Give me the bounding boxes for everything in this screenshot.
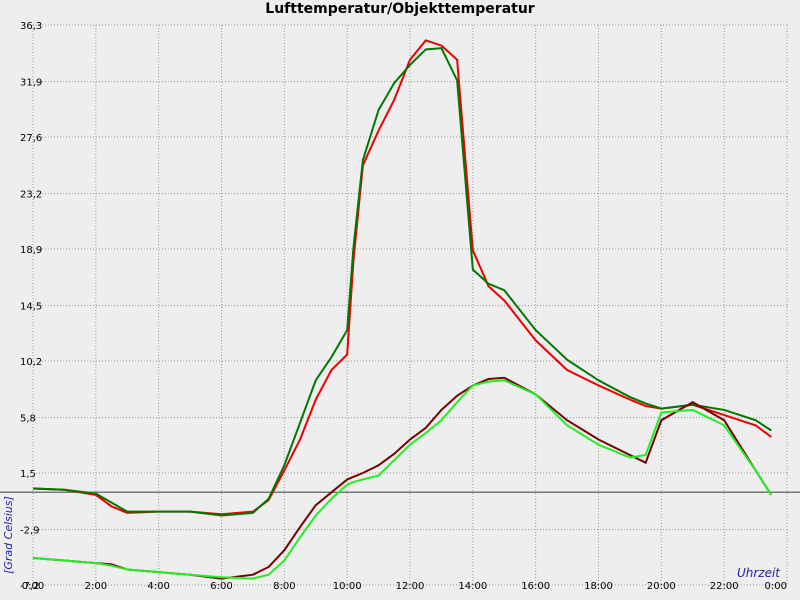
y-tick-label: 5,8 xyxy=(20,414,36,425)
x-tick-label: 4:00 xyxy=(147,581,169,592)
x-tick-label: 12:00 xyxy=(396,581,425,592)
x-tick-label: 2:00 xyxy=(85,581,107,592)
y-tick-label: 1,5 xyxy=(20,469,36,480)
chart-title: Lufttemperatur/Objekttemperatur xyxy=(265,1,535,17)
x-tick-label: 6:00 xyxy=(210,581,232,592)
y-tick-label: -7,2 xyxy=(20,581,40,592)
x-tick-label: 8:00 xyxy=(273,581,295,592)
x-tick-label: 0:00 xyxy=(22,581,44,592)
x-tick-label: 22:00 xyxy=(710,581,739,592)
x-tick-label: 10:00 xyxy=(333,581,362,592)
y-tick-label: 18,9 xyxy=(20,245,42,256)
y-axis-label: [Grad Celsius] xyxy=(2,496,15,574)
y-tick-label: 14,5 xyxy=(20,302,42,313)
series-line xyxy=(32,47,772,517)
y-tick-label: 31,9 xyxy=(20,78,42,89)
y-tick-label: 10,2 xyxy=(20,357,42,368)
x-axis-label: Uhrzeit xyxy=(737,566,781,580)
y-tick-label: 36,3 xyxy=(20,21,42,32)
x-tick-label: 14:00 xyxy=(458,581,487,592)
x-tick-label: 20:00 xyxy=(647,581,676,592)
x-tick-label: 18:00 xyxy=(584,581,613,592)
y-tick-label: 27,6 xyxy=(20,133,42,144)
y-tick-label: -2,9 xyxy=(20,526,40,537)
x-tick-label: 16:00 xyxy=(521,581,550,592)
x-tick-label: 0:00 xyxy=(765,581,787,592)
series-line xyxy=(32,379,773,580)
y-tick-label: 23,2 xyxy=(20,190,42,201)
